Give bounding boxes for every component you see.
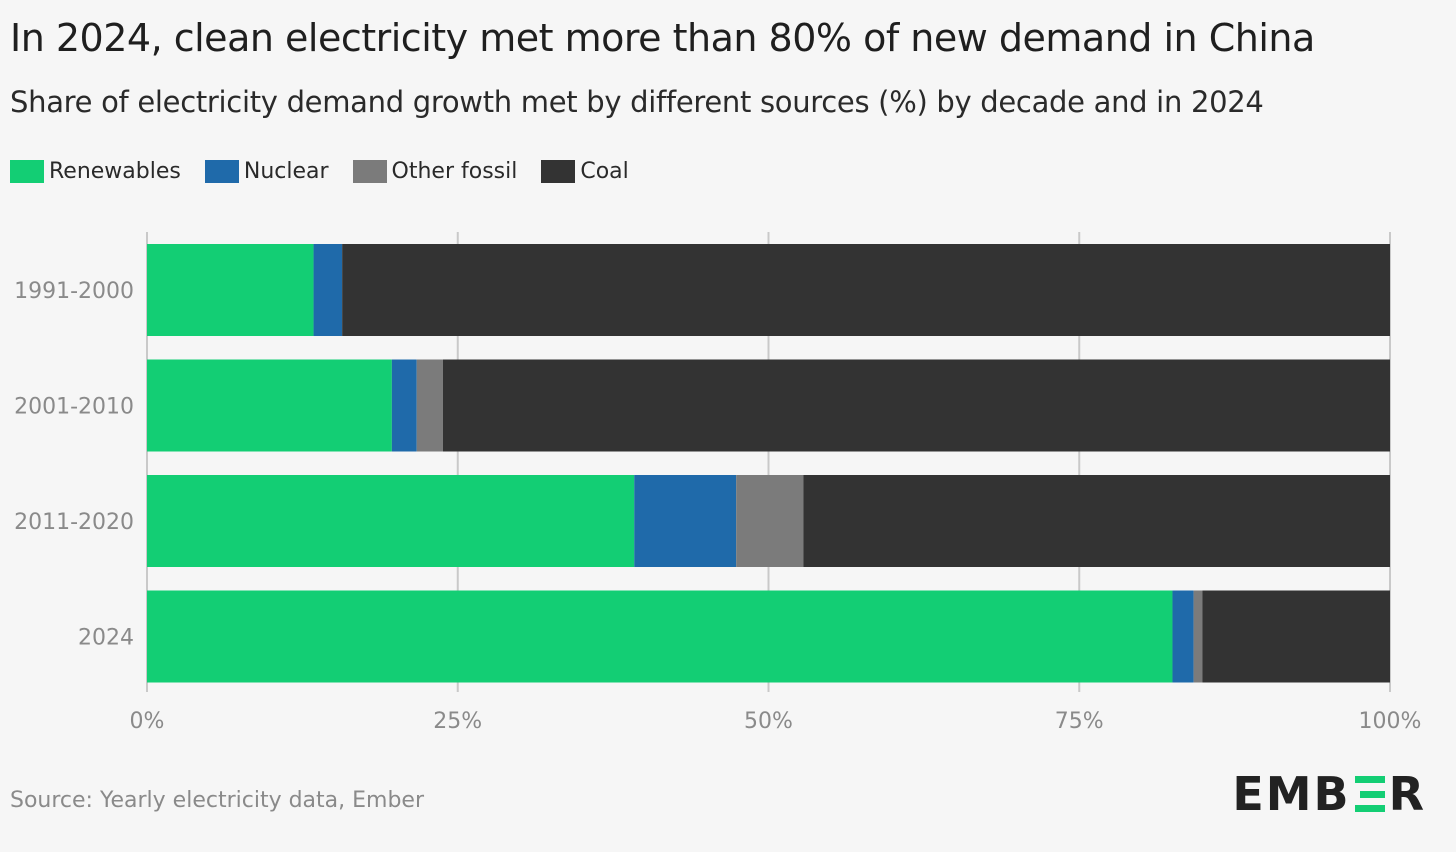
legend-item-nuclear: Nuclear [204, 158, 329, 184]
y-category-label: 1991-2000 [14, 279, 134, 304]
bar-renewables [147, 359, 392, 452]
y-category-label: 2011-2020 [14, 510, 134, 535]
ember-logo: EMB R [1232, 768, 1426, 820]
bar-other-fossil [1193, 590, 1203, 683]
y-category-label: 2024 [78, 626, 134, 651]
legend-item-renewables: Renewables [10, 159, 181, 184]
legend: Renewables Nuclear Other fossil Coal [10, 155, 653, 187]
logo-e-bar-bottom [1354, 805, 1385, 812]
legend-item-other-fossil: Other fossil [352, 158, 518, 184]
bar-nuclear [634, 475, 737, 567]
bar-renewables [147, 244, 314, 336]
bar-coal [442, 359, 1391, 452]
legend-swatch-coal [541, 159, 576, 183]
legend-label-renewables: Renewables [49, 158, 181, 184]
bar-renewables [147, 475, 635, 567]
x-tick-label: 75% [1055, 709, 1104, 734]
logo-text-end: R [1388, 767, 1426, 821]
bar-coal [1202, 590, 1390, 683]
bar-renewables [147, 590, 1173, 683]
source-note: Source: Yearly electricity data, Ember [10, 788, 424, 813]
legend-label-coal: Coal [580, 158, 629, 184]
logo-e-mark [1354, 776, 1385, 812]
legend-swatch-other-fossil [352, 159, 387, 183]
bar-nuclear [313, 244, 343, 336]
stacked-bar-chart: 0% 25% 50% 75% 100% 1991-2000 2001-2010 2011-20… [14, 232, 1422, 734]
chart-subtitle: Share of electricity demand growth met b… [10, 85, 1264, 119]
bar-other-fossil [736, 475, 804, 567]
x-tick-label: 25% [433, 709, 482, 734]
x-tick-label: 0% [130, 709, 165, 734]
legend-label-nuclear: Nuclear [243, 158, 329, 184]
logo-e-bar-middle [1359, 790, 1385, 798]
logo-e-bar-top [1354, 776, 1385, 783]
logo-text-start: EMB [1232, 767, 1351, 821]
bar-nuclear [391, 359, 417, 452]
x-tick-label: 50% [744, 709, 793, 734]
x-tick-label: 100% [1359, 709, 1422, 734]
legend-item-coal: Coal [541, 158, 629, 184]
bar-other-fossil [416, 359, 443, 452]
bar-nuclear [1172, 590, 1194, 683]
legend-label-other-fossil: Other fossil [391, 158, 518, 184]
bar-coal [803, 475, 1390, 567]
legend-swatch-nuclear [204, 159, 239, 183]
chart-title: In 2024, clean electricity met more than… [10, 16, 1315, 60]
legend-swatch-renewables [10, 159, 44, 183]
y-category-label: 2001-2010 [14, 395, 134, 420]
bar-coal [342, 244, 1390, 336]
